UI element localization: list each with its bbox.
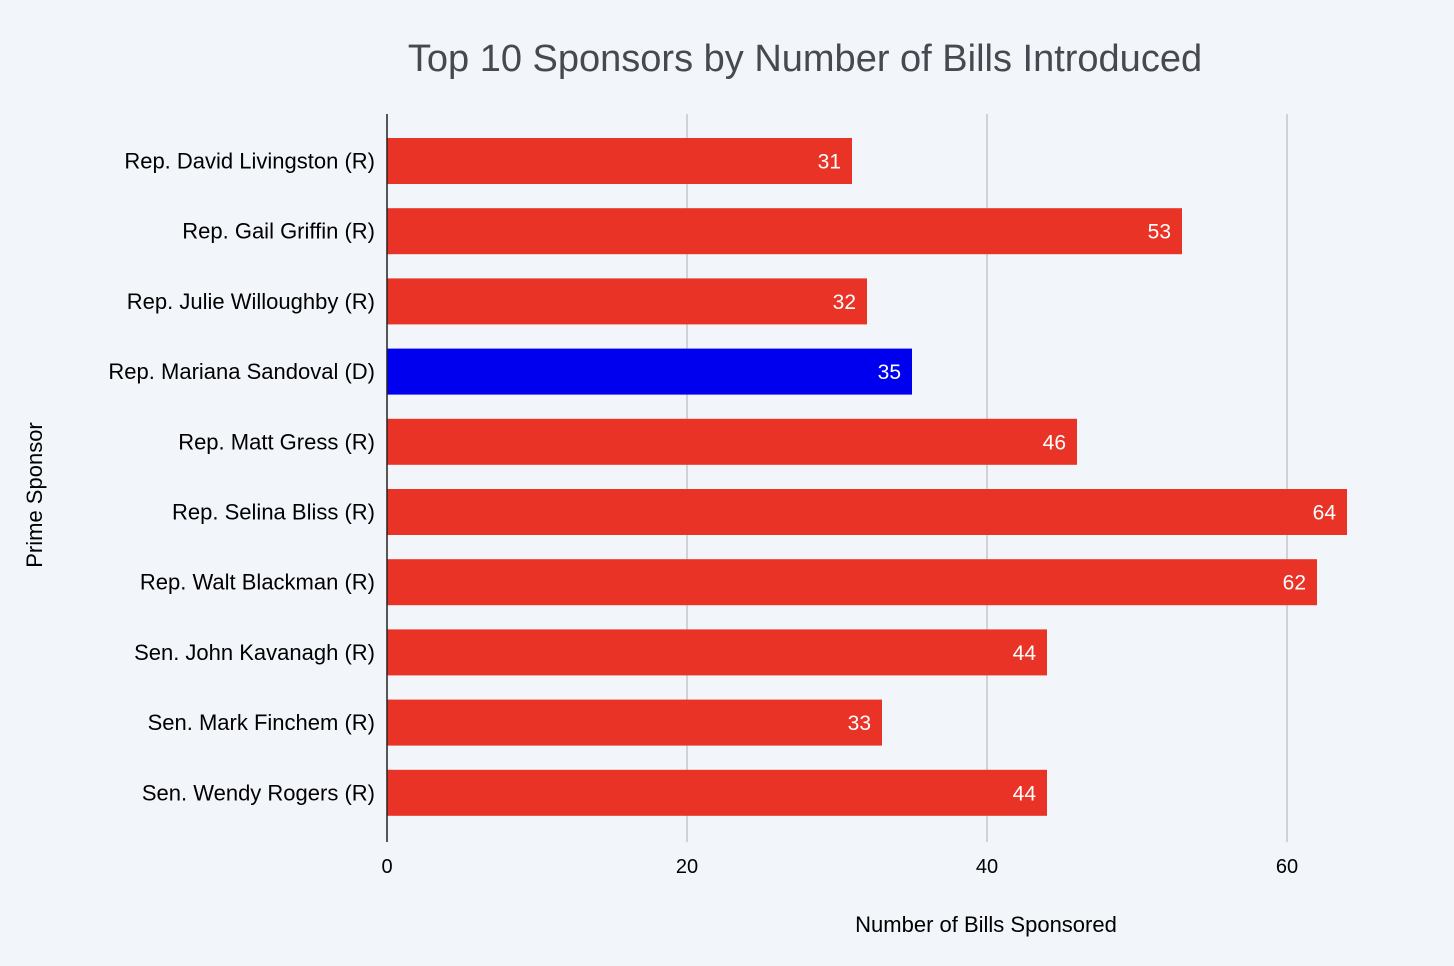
x-axis-title: Number of Bills Sponsored bbox=[855, 912, 1117, 937]
bar-value-label: 35 bbox=[878, 361, 901, 384]
category-label: Sen. John Kavanagh (R) bbox=[134, 640, 375, 665]
bar-value-label: 33 bbox=[848, 712, 871, 735]
bar-value-label: 46 bbox=[1043, 431, 1066, 454]
x-tick-label: 40 bbox=[976, 856, 998, 878]
category-label: Sen. Wendy Rogers (R) bbox=[142, 780, 375, 805]
bars bbox=[387, 138, 1347, 816]
category-label: Rep. Julie Willoughby (R) bbox=[127, 289, 375, 314]
bar bbox=[387, 208, 1182, 255]
x-tick-label: 0 bbox=[381, 856, 392, 878]
bar-value-label: 64 bbox=[1313, 502, 1337, 525]
bar bbox=[387, 348, 912, 395]
category-label: Rep. Gail Griffin (R) bbox=[182, 219, 375, 244]
x-tick-label: 20 bbox=[676, 856, 698, 878]
category-label: Rep. Matt Gress (R) bbox=[178, 429, 375, 454]
bar bbox=[387, 629, 1047, 676]
x-tick-labels: 0 20 40 60 bbox=[381, 856, 1298, 878]
bar-value-label: 44 bbox=[1013, 782, 1037, 805]
category-label: Rep. Selina Bliss (R) bbox=[172, 500, 375, 525]
category-labels: Rep. David Livingston (R) Rep. Gail Griff… bbox=[108, 149, 375, 806]
category-label: Rep. Walt Blackman (R) bbox=[140, 570, 375, 595]
bar-value-label: 62 bbox=[1283, 572, 1306, 595]
y-axis-title: Prime Sponsor bbox=[22, 422, 47, 568]
category-label: Rep. David Livingston (R) bbox=[124, 149, 375, 174]
bar-value-label: 31 bbox=[818, 151, 841, 174]
chart-title: Top 10 Sponsors by Number of Bills Intro… bbox=[408, 38, 1202, 80]
x-tick-label: 60 bbox=[1276, 856, 1298, 878]
bar bbox=[387, 138, 852, 184]
bar bbox=[387, 278, 867, 325]
bar-value-label: 44 bbox=[1013, 642, 1037, 665]
bar bbox=[387, 559, 1317, 606]
bar bbox=[387, 489, 1347, 535]
bar bbox=[387, 699, 882, 746]
bar-value-label: 32 bbox=[833, 291, 856, 314]
bar bbox=[387, 769, 1047, 816]
bar-value-labels: 31 53 32 35 46 64 62 44 33 44 bbox=[818, 151, 1337, 806]
bar bbox=[387, 418, 1077, 465]
category-label: Rep. Mariana Sandoval (D) bbox=[108, 359, 375, 384]
bar-value-label: 53 bbox=[1148, 221, 1171, 244]
category-label: Sen. Mark Finchem (R) bbox=[148, 710, 375, 735]
